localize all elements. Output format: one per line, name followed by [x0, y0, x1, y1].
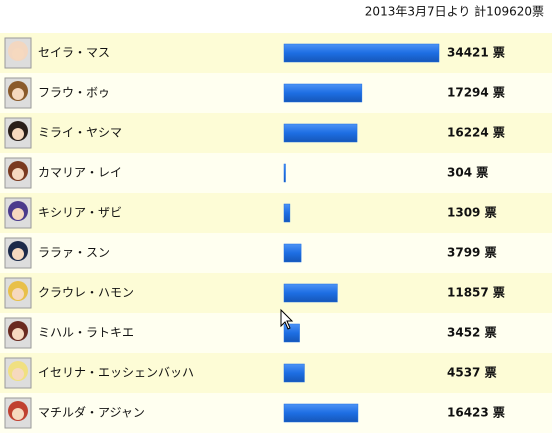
- name-label: ララァ・スン: [38, 246, 110, 260]
- value-label: 1309 票: [447, 206, 497, 220]
- row-background: [0, 273, 552, 313]
- bar: [283, 203, 291, 223]
- value-label: 11857 票: [447, 286, 505, 300]
- avatar-face: [12, 408, 24, 420]
- avatar-face: [12, 208, 24, 220]
- bar: [283, 163, 286, 183]
- row-background: [0, 353, 552, 393]
- row-background: [0, 193, 552, 233]
- name-label: ミライ・ヤシマ: [38, 126, 122, 140]
- cursor: [280, 308, 294, 330]
- avatar-face: [12, 128, 24, 140]
- name-label: カマリア・レイ: [38, 166, 122, 180]
- name-label: フラウ・ボゥ: [38, 86, 110, 100]
- subtitle: 2013年3月7日より 計109620票: [365, 4, 544, 19]
- bar: [283, 283, 338, 303]
- row-background: [0, 233, 552, 273]
- avatar-face: [12, 168, 24, 180]
- name-label: クラウレ・ハモン: [38, 286, 134, 300]
- bar: [283, 323, 300, 343]
- row-background: [0, 33, 552, 73]
- value-label: 3799 票: [447, 246, 497, 260]
- value-label: 16423 票: [447, 406, 505, 420]
- value-label: 304 票: [447, 166, 488, 180]
- bar: [283, 83, 363, 103]
- value-label: 34421 票: [447, 46, 505, 60]
- row-background: [0, 113, 552, 153]
- bar: [283, 123, 358, 143]
- value-label: 3452 票: [447, 326, 497, 340]
- avatar-face: [12, 328, 24, 340]
- name-label: セイラ・マス: [38, 46, 110, 60]
- bar: [283, 43, 440, 63]
- bar: [283, 403, 359, 423]
- row-background: [0, 313, 552, 353]
- bar: [283, 243, 302, 263]
- name-label: イセリナ・エッシェンバッハ: [38, 366, 194, 380]
- value-label: 17294 票: [447, 86, 505, 100]
- row-background: [0, 153, 552, 193]
- row-background: [0, 393, 552, 433]
- name-label: キシリア・ザビ: [38, 206, 122, 220]
- avatar-face: [12, 288, 24, 300]
- avatar-face: [12, 48, 24, 60]
- avatar-face: [12, 88, 24, 100]
- name-label: ミハル・ラトキエ: [38, 326, 134, 340]
- avatar-face: [12, 368, 24, 380]
- value-label: 16224 票: [447, 126, 505, 140]
- value-label: 4537 票: [447, 366, 497, 380]
- name-label: マチルダ・アジャン: [38, 405, 145, 420]
- avatar-face: [12, 248, 24, 260]
- row-background: [0, 73, 552, 113]
- bar: [283, 363, 305, 383]
